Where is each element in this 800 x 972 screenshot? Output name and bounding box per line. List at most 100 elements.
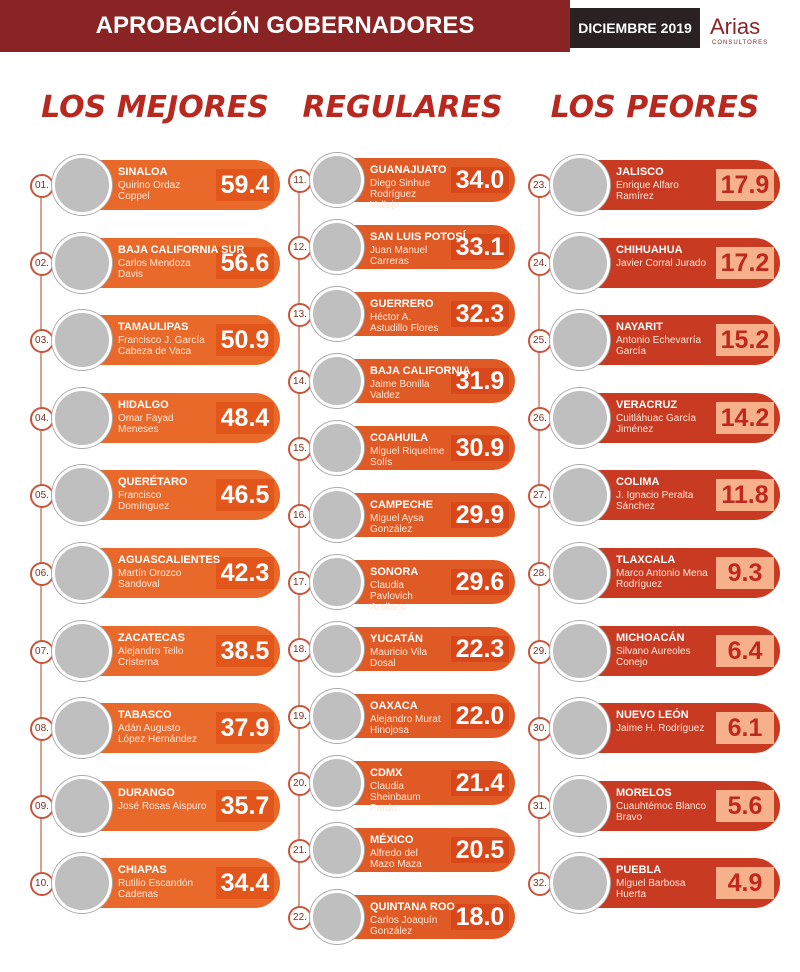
photo: [52, 775, 112, 836]
photo: [52, 310, 112, 371]
photo: [550, 620, 610, 681]
score-box: [451, 502, 509, 528]
score-box: [716, 557, 774, 589]
state: CDMX: [370, 767, 403, 779]
score: 35.7: [220, 791, 270, 820]
score: 32.3: [455, 300, 505, 328]
rank: 23.: [528, 174, 552, 198]
score: 18.0: [455, 903, 505, 931]
rank: 12.: [288, 236, 312, 260]
photo: [310, 622, 364, 676]
connector-line: [538, 185, 540, 884]
state: MORELOS: [616, 786, 672, 799]
rank: 22.: [288, 906, 312, 930]
rank: 17.: [288, 571, 312, 595]
state: TABASCO: [118, 709, 172, 722]
header-date: DICIEMBRE 2019: [570, 8, 700, 48]
state: TAMAULIPAS: [118, 321, 189, 334]
score: 34.0: [455, 166, 505, 194]
governor-name: Martín Orozco Sandoval: [118, 568, 182, 590]
rank: 24.: [528, 251, 552, 276]
governor-name: Mauricio Vila Dosal: [370, 647, 428, 669]
photo: [310, 153, 364, 207]
governor-name: Javier Corral Jurado: [616, 257, 707, 269]
score: 9.3: [727, 559, 763, 587]
rank: 09.: [30, 794, 54, 819]
score-box: [716, 712, 774, 745]
state: GUANAJUATO: [370, 164, 447, 176]
state: SAN LUIS POTOSÍ: [370, 231, 466, 243]
score-box: [216, 324, 274, 357]
logo-sub: CONSULTORES: [712, 40, 769, 46]
photo: [310, 488, 364, 542]
governor-name: J. Ignacio Peralta Sánchez: [616, 490, 694, 513]
score: 30.9: [455, 434, 505, 462]
score-box: [716, 169, 774, 201]
score: 46.5: [220, 481, 270, 510]
rank: 25.: [528, 329, 552, 354]
score: 6.1: [727, 714, 763, 743]
score-box: [451, 703, 509, 729]
score-box: [451, 904, 509, 930]
state: NAYARIT: [616, 321, 663, 334]
photo: [550, 232, 610, 293]
rank: 01.: [30, 174, 54, 198]
photo: [550, 543, 610, 603]
state: PUEBLA: [616, 864, 662, 877]
rank: 31.: [528, 794, 552, 819]
rank: 13.: [288, 303, 312, 327]
score: 56.6: [220, 248, 270, 277]
score-box: [216, 712, 274, 745]
state: TLAXCALA: [616, 554, 676, 566]
state: COLIMA: [616, 476, 660, 489]
governor-name: Rutilio Escandón Cadenas: [118, 878, 194, 901]
photo: [310, 823, 364, 877]
score-box: [716, 789, 774, 822]
rank: 16.: [288, 504, 312, 528]
governor-name: Francisco Domínguez: [118, 490, 170, 513]
photo: [310, 555, 364, 609]
state: BAJA CALIFORNIA SUR: [118, 243, 245, 256]
score: 59.4: [220, 171, 270, 199]
state: YUCATÁN: [370, 633, 423, 645]
state: GUERRERO: [370, 298, 434, 310]
rank: 30.: [528, 717, 552, 742]
score-box: [216, 401, 274, 434]
photo: [550, 465, 610, 526]
score-box: [716, 401, 774, 434]
governor-name: Enrique Alfaro Ramírez: [616, 180, 679, 202]
score: 31.9: [455, 367, 505, 395]
governor-name: José Rosas Aispuro: [118, 800, 207, 812]
governor-name: Miguel Riquelme Solís: [370, 446, 445, 468]
score-box: [216, 169, 274, 201]
score-box: [451, 569, 509, 595]
score-box: [451, 770, 509, 796]
governor-name: Claudia Pavlovich Arellano: [370, 580, 413, 613]
state: CHIHUAHUA: [616, 243, 683, 256]
score: 38.5: [220, 636, 270, 665]
state: ZACATECAS: [118, 631, 186, 644]
photo: [310, 354, 364, 408]
photo: [52, 698, 112, 759]
photo: [52, 620, 112, 681]
rank: 15.: [288, 437, 312, 461]
photo: [550, 155, 610, 215]
photo: [310, 756, 364, 810]
photo: [52, 387, 112, 448]
state: NUEVO LEÓN: [616, 709, 689, 722]
state: SINALOA: [118, 166, 168, 178]
photo: [310, 890, 364, 944]
governor-name: Juan Manuel Carreras: [370, 245, 428, 267]
score: 37.9: [220, 714, 270, 743]
score: 29.6: [455, 568, 505, 596]
rank: 26.: [528, 406, 552, 431]
rank: 19.: [288, 705, 312, 729]
photo: [550, 853, 610, 914]
score: 15.2: [720, 326, 770, 355]
score-box: [716, 246, 774, 279]
score-box: [216, 634, 274, 667]
governor-name: Jaime Bonilla Valdez: [370, 379, 430, 401]
rank: 28.: [528, 562, 552, 586]
rank: 05.: [30, 484, 54, 509]
rank: 06.: [30, 562, 54, 586]
